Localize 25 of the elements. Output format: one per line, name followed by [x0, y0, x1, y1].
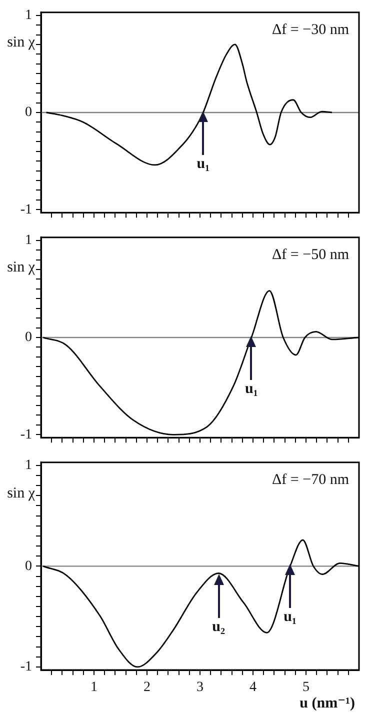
- y-tick-label: -1: [20, 202, 32, 218]
- y-tick-label: -1: [20, 427, 32, 442]
- annotation: u₁: [196, 154, 210, 172]
- y-axis-title: sin χ: [7, 486, 36, 502]
- text: Δf = −50 nm: [272, 246, 350, 263]
- y-axis-title: sin χ: [7, 34, 36, 50]
- x-axis-title: u (nm⁻¹): [300, 695, 355, 712]
- x-tick-label: 2: [144, 680, 150, 696]
- y-tick-label: 0: [25, 105, 32, 120]
- annotation: u₁: [284, 608, 297, 626]
- annotation: u₂: [212, 618, 225, 636]
- x-tick-label: 5: [302, 680, 310, 696]
- annotation: u₁: [244, 380, 258, 398]
- y-tick-label: 0: [25, 330, 32, 346]
- text: Δf = −70 nm: [272, 472, 350, 488]
- x-tick-label: 4: [250, 680, 256, 696]
- x-tick-label: 1: [90, 680, 98, 696]
- y-axis-title: sin χ: [7, 259, 36, 276]
- text: Δf = −30 nm: [272, 22, 350, 38]
- y-tick-label: 1: [25, 8, 32, 23]
- y-tick-label: 1: [25, 458, 32, 474]
- y-tick-label: 0: [25, 558, 32, 574]
- x-tick-label: 3: [196, 680, 204, 696]
- y-tick-label: -1: [20, 660, 32, 675]
- y-tick-label: 1: [25, 232, 32, 248]
